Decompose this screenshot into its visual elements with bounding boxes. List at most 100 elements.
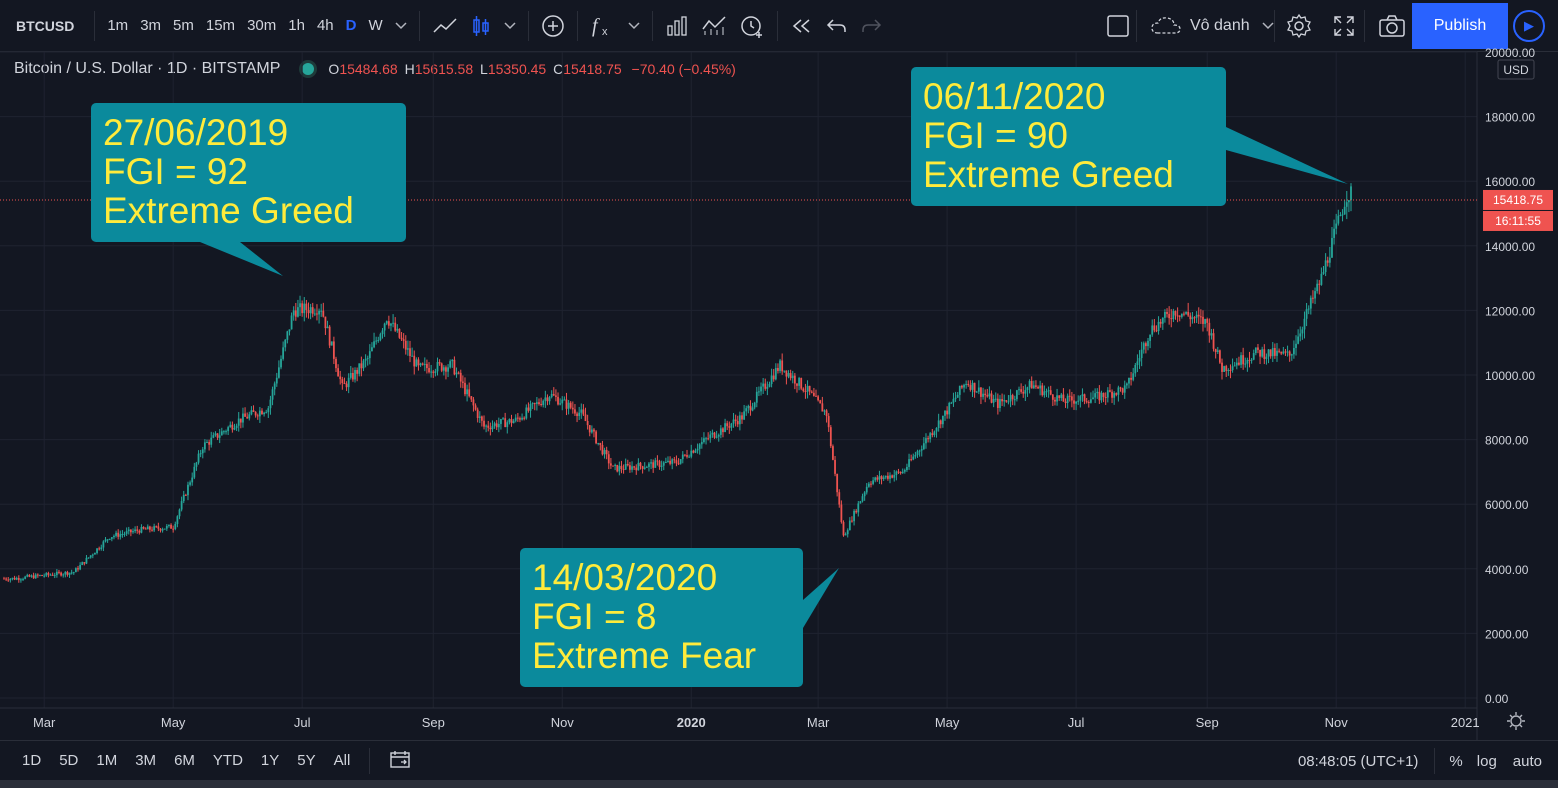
- candle-body: [1280, 351, 1283, 354]
- chart-legend: Bitcoin / U.S. Dollar · 1D · BITSTAMP O1…: [14, 60, 736, 78]
- candle-body: [1227, 370, 1230, 372]
- settings-gear-icon[interactable]: [1280, 0, 1318, 52]
- interval-3m-button[interactable]: 3m: [140, 17, 162, 34]
- candle-body: [662, 462, 665, 466]
- range-all-button[interactable]: All: [333, 752, 351, 769]
- redo-icon[interactable]: [854, 0, 888, 52]
- price-tick-label: 16000.00: [1485, 175, 1535, 189]
- candle-body: [1161, 317, 1164, 324]
- symbol-search-button[interactable]: BTCUSD: [16, 17, 75, 34]
- candle-body: [925, 438, 927, 444]
- range-5d-button[interactable]: 5D: [59, 752, 79, 769]
- candle-body: [707, 438, 710, 440]
- log-scale-toggle[interactable]: log: [1476, 752, 1497, 770]
- play-icon[interactable]: ▶: [1513, 10, 1545, 42]
- candle-body: [47, 573, 50, 575]
- candle-body: [347, 377, 350, 388]
- interval-dropdown-chevron-icon[interactable]: [389, 0, 413, 52]
- candle-body: [1221, 362, 1223, 372]
- interval-30m-button[interactable]: 30m: [247, 17, 277, 34]
- publish-button[interactable]: Publish: [1412, 3, 1508, 49]
- interval-15m-button[interactable]: 15m: [205, 17, 236, 34]
- expand-fullscreen-icon[interactable]: [1326, 0, 1362, 52]
- range-1d-button[interactable]: 1D: [22, 752, 42, 769]
- candle-body: [373, 341, 375, 348]
- line-chart-type-icon[interactable]: [426, 0, 464, 52]
- candle-body: [1011, 395, 1014, 400]
- templates-icon[interactable]: [695, 0, 733, 52]
- percent-scale-toggle[interactable]: %: [1449, 752, 1463, 770]
- candle-body: [908, 459, 910, 467]
- interval-1m-button[interactable]: 1m: [107, 17, 129, 34]
- candle-body: [1085, 401, 1088, 403]
- replay-rewind-icon[interactable]: [784, 0, 820, 52]
- toolbar-divider: [1136, 10, 1137, 42]
- candle-body: [366, 358, 369, 360]
- financials-bars-icon[interactable]: [659, 0, 695, 52]
- candle-body: [867, 483, 870, 487]
- candle-body: [565, 399, 568, 409]
- range-5y-button[interactable]: 5Y: [297, 752, 316, 769]
- candle-body: [1335, 223, 1338, 229]
- interval-1h-button[interactable]: 1h: [288, 17, 305, 34]
- layout-name-button[interactable]: Vô danh: [1144, 0, 1280, 52]
- price-tick-label: 6000.00: [1485, 498, 1529, 512]
- alert-clock-icon[interactable]: [733, 0, 771, 52]
- candle-body: [476, 409, 479, 418]
- candle-body: [1318, 283, 1321, 285]
- candle-body: [1134, 365, 1137, 374]
- last-price-group: 15418.75 16:11:55: [0, 189, 1553, 231]
- range-ytd-button[interactable]: YTD: [212, 752, 243, 769]
- fullscreen-square-icon[interactable]: [1100, 0, 1136, 52]
- goto-date-calendar-icon[interactable]: [380, 749, 420, 773]
- price-axis[interactable]: 0.00 2000.00 4000.00 6000.00 8000.00 10000.00…: [1485, 46, 1535, 706]
- candle-body: [466, 389, 468, 395]
- candle-body: [844, 534, 847, 536]
- interval-4h-button[interactable]: 4h: [316, 17, 334, 34]
- snapshot-camera-icon[interactable]: [1372, 0, 1412, 52]
- range-1y-button[interactable]: 1Y: [260, 752, 280, 769]
- candle-body: [965, 383, 968, 385]
- candle-body: [36, 574, 39, 576]
- candle-body: [1102, 392, 1105, 397]
- range-3m-button[interactable]: 3M: [135, 752, 157, 769]
- chart-type-dropdown-chevron-icon[interactable]: [498, 0, 522, 52]
- candle-body: [20, 579, 22, 581]
- price-chart[interactable]: 0.00 2000.00 4000.00 6000.00 8000.00 10000.00…: [0, 0, 1558, 740]
- toolbar-divider: [1274, 10, 1275, 42]
- compare-plus-icon[interactable]: [535, 0, 571, 52]
- candle-body: [899, 471, 902, 474]
- range-6m-button[interactable]: 6M: [174, 752, 195, 769]
- market-status-dot[interactable]: [302, 63, 315, 75]
- candle-body: [1343, 206, 1346, 215]
- candle-body: [582, 409, 585, 415]
- auto-scale-toggle[interactable]: auto: [1512, 752, 1542, 770]
- candle-body: [385, 321, 388, 324]
- candle-body: [1073, 400, 1075, 404]
- clock-timezone[interactable]: 08:48:05 (UTC+1): [1297, 752, 1419, 770]
- callout-date: 14/03/2020: [532, 557, 717, 598]
- indicators-dropdown-chevron-icon[interactable]: [622, 0, 646, 52]
- candle-body: [1189, 315, 1192, 320]
- candle-body: [263, 412, 265, 415]
- candle-body: [1130, 377, 1132, 380]
- candle-body: [1254, 347, 1257, 354]
- candle-body: [55, 571, 58, 576]
- candles-chart-type-icon[interactable]: [464, 0, 498, 52]
- candle-body: [952, 398, 955, 403]
- candle-body: [330, 341, 333, 346]
- candle-body: [1216, 350, 1219, 352]
- candle-body: [842, 522, 845, 536]
- time-axis[interactable]: Mar May Jul Sep Nov 2020 Mar May Jul Sep Nov 2021: [33, 715, 1480, 730]
- currency-badge[interactable]: USD: [1497, 59, 1535, 80]
- interval-d-button[interactable]: D: [345, 17, 357, 34]
- interval-5m-button[interactable]: 5m: [173, 17, 194, 34]
- candle-body: [1113, 393, 1116, 398]
- candle-body: [161, 529, 164, 531]
- range-1m-button[interactable]: 1M: [96, 752, 118, 769]
- candle-body: [679, 459, 682, 464]
- interval-w-button[interactable]: W: [368, 17, 383, 34]
- time-axis-settings-icon[interactable]: [1507, 712, 1525, 730]
- undo-icon[interactable]: [820, 0, 854, 52]
